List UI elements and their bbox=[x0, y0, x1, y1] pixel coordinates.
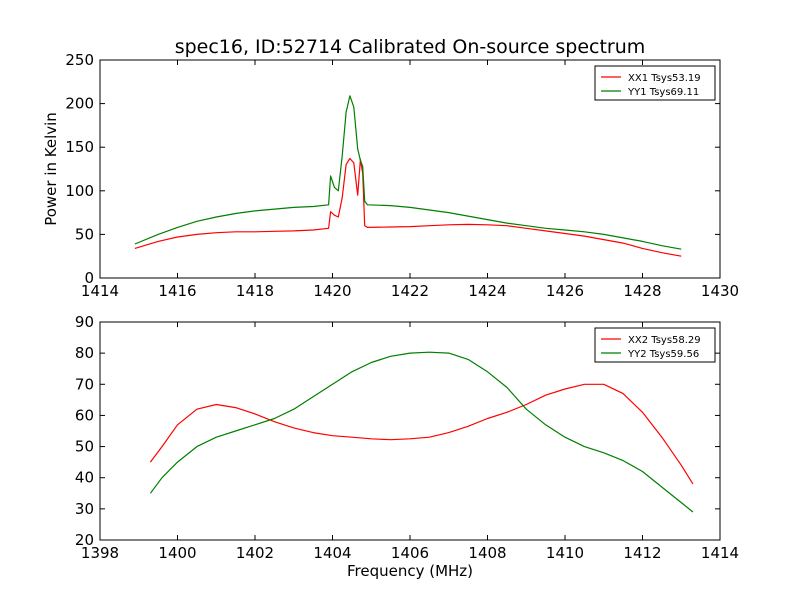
y-tick-label: 50 bbox=[75, 225, 94, 243]
x-axis-label: Frequency (MHz) bbox=[347, 562, 473, 580]
y-tick-label: 150 bbox=[65, 138, 94, 156]
x-tick-label: 1416 bbox=[158, 282, 196, 300]
y-tick-label: 90 bbox=[75, 313, 94, 331]
legend-box bbox=[594, 65, 716, 101]
legend-label: XX2 Tsys58.29 bbox=[628, 335, 701, 346]
y-tick-label: 50 bbox=[75, 438, 94, 456]
x-tick-label: 1398 bbox=[81, 544, 119, 562]
x-tick-label: 1404 bbox=[313, 544, 351, 562]
y-tick-label: 40 bbox=[75, 469, 94, 487]
x-tick-label: 1424 bbox=[468, 282, 506, 300]
legend: XX1 Tsys53.19 YY1 Tsys69.11 bbox=[594, 65, 716, 101]
x-tick-label: 1400 bbox=[158, 544, 196, 562]
series-line-2-1 bbox=[149, 383, 694, 485]
y-tick-label: 80 bbox=[75, 344, 94, 362]
series-line-1-2 bbox=[134, 95, 682, 250]
x-tick-label: 1406 bbox=[391, 544, 429, 562]
x-tick-label: 1422 bbox=[391, 282, 429, 300]
y-tick-label: 60 bbox=[75, 406, 94, 424]
y-tick-label: 100 bbox=[65, 182, 94, 200]
legend-box bbox=[594, 327, 716, 363]
x-tick-label: 1414 bbox=[701, 544, 739, 562]
figure-title: spec16, ID:52714 Calibrated On-source sp… bbox=[175, 36, 646, 58]
legend-label: YY2 Tsys59.56 bbox=[627, 349, 699, 360]
legend-label: YY1 Tsys69.11 bbox=[627, 87, 699, 98]
subplot-2: 1398 1400 1402 1404 1406 1408 1410 1412 1414 20 30… bbox=[75, 313, 739, 580]
y-tick-label: 70 bbox=[75, 375, 94, 393]
x-tick-label: 1402 bbox=[236, 544, 274, 562]
legend: XX2 Tsys58.29 YY2 Tsys59.56 bbox=[594, 327, 716, 363]
x-tick-label: 1428 bbox=[623, 282, 661, 300]
y-tick-label: 250 bbox=[65, 51, 94, 69]
y-tick-label: 20 bbox=[75, 531, 94, 549]
x-tick-label: 1426 bbox=[546, 282, 584, 300]
series-line-2-2 bbox=[149, 351, 694, 513]
x-tick-label: 1430 bbox=[701, 282, 739, 300]
plots-layer: 1414 1416 1418 1420 1422 1424 1426 1428 14300501… bbox=[42, 51, 739, 580]
x-tick-label: 1412 bbox=[623, 544, 661, 562]
x-tick-label: 1414 bbox=[81, 282, 119, 300]
y-tick-label: 0 bbox=[84, 269, 94, 287]
y-tick-label: 30 bbox=[75, 500, 94, 518]
y-tick-label: 200 bbox=[65, 95, 94, 113]
x-tick-label: 1418 bbox=[236, 282, 274, 300]
x-tick-label: 1408 bbox=[468, 544, 506, 562]
legend-label: XX1 Tsys53.19 bbox=[628, 73, 701, 84]
x-tick-label: 1410 bbox=[546, 544, 584, 562]
y-axis-label: Power in Kelvin bbox=[42, 112, 60, 226]
x-tick-label: 1420 bbox=[313, 282, 351, 300]
subplot-1: 1414 1416 1418 1420 1422 1424 1426 1428 1430 0 50 1… bbox=[42, 51, 739, 300]
